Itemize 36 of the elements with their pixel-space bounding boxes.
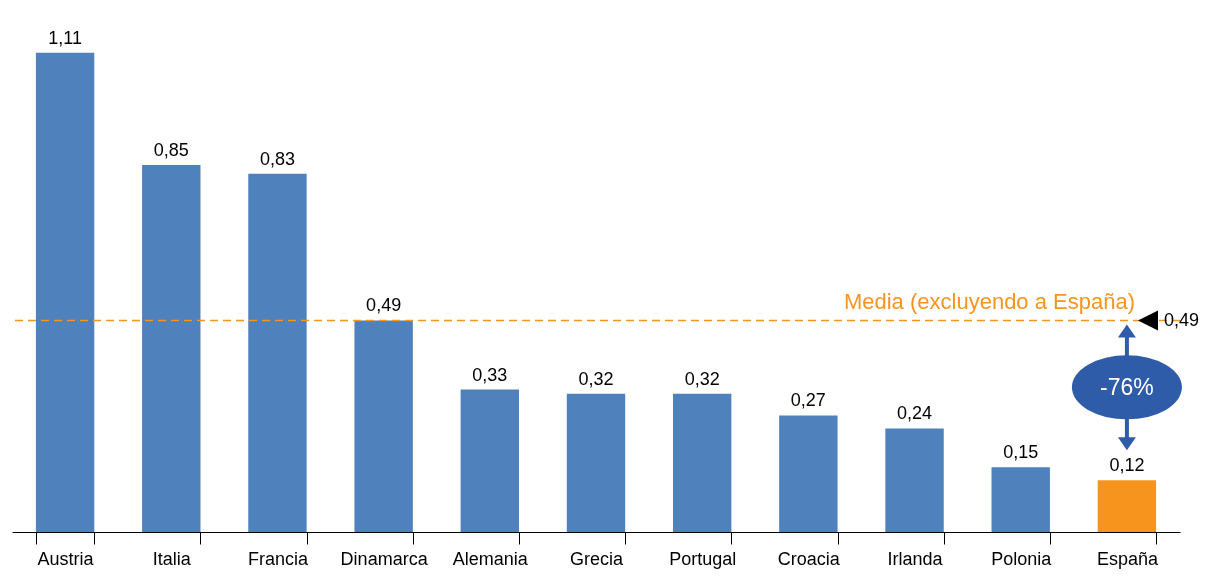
data-label: 0,83	[259, 148, 295, 169]
x-tick-label: Portugal	[669, 548, 737, 569]
bar	[991, 467, 1050, 532]
bar	[354, 320, 413, 532]
data-label: 0,12	[1109, 455, 1145, 476]
data-label: 0,85	[153, 140, 189, 161]
x-tick-label: Alemania	[452, 548, 529, 569]
bar	[248, 173, 307, 532]
bar	[885, 428, 944, 532]
data-label: 0,15	[1003, 442, 1039, 463]
data-label: 0,49	[366, 295, 402, 316]
data-label: 0,24	[897, 403, 933, 424]
bar	[566, 393, 626, 532]
annotation: -76%	[1100, 374, 1154, 401]
x-tick-label: España	[1096, 548, 1159, 569]
data-label: 0,32	[578, 368, 614, 389]
data-label: 0,27	[790, 390, 826, 411]
bar	[460, 389, 520, 532]
annotation: 0,49	[1164, 310, 1200, 331]
x-tick-label: Grecia	[569, 548, 624, 569]
x-tick-label: Italia	[152, 548, 192, 569]
data-label: 0,33	[472, 364, 508, 385]
bar	[1097, 480, 1157, 532]
x-tick-label: Polonia	[991, 548, 1053, 569]
bar	[672, 393, 732, 532]
bar	[142, 165, 201, 532]
ref-line-label: Media (excluyendo a España)	[843, 289, 1135, 315]
data-label: 0,32	[684, 368, 720, 389]
x-tick-label: Francia	[247, 548, 309, 569]
bar	[35, 52, 95, 532]
x-tick-label: Austria	[37, 548, 95, 569]
x-tick-label: Irlanda	[887, 548, 944, 569]
bar	[779, 415, 838, 532]
x-tick-label: Croacia	[777, 548, 841, 569]
data-label: 1,11	[48, 27, 82, 48]
x-tick-label: Dinamarca	[340, 548, 429, 569]
